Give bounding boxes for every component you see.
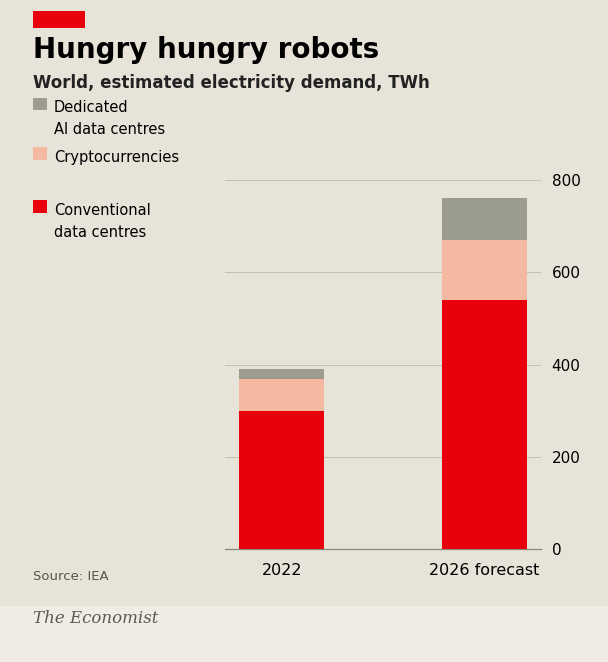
Bar: [240, 411, 324, 549]
Text: Cryptocurrencies: Cryptocurrencies: [54, 150, 179, 165]
Text: World, estimated electricity demand, TWh: World, estimated electricity demand, TWh: [33, 74, 430, 92]
Text: Hungry hungry robots: Hungry hungry robots: [33, 36, 379, 64]
Text: AI data centres: AI data centres: [54, 122, 165, 138]
Bar: [442, 300, 527, 549]
Bar: [442, 199, 527, 240]
Bar: [240, 379, 324, 411]
Text: Source: IEA: Source: IEA: [33, 569, 109, 583]
Bar: [240, 369, 324, 379]
Text: Dedicated: Dedicated: [54, 100, 129, 115]
Text: The Economist: The Economist: [33, 610, 159, 628]
Text: Conventional: Conventional: [54, 203, 151, 218]
Text: data centres: data centres: [54, 225, 147, 240]
Bar: [442, 240, 527, 300]
